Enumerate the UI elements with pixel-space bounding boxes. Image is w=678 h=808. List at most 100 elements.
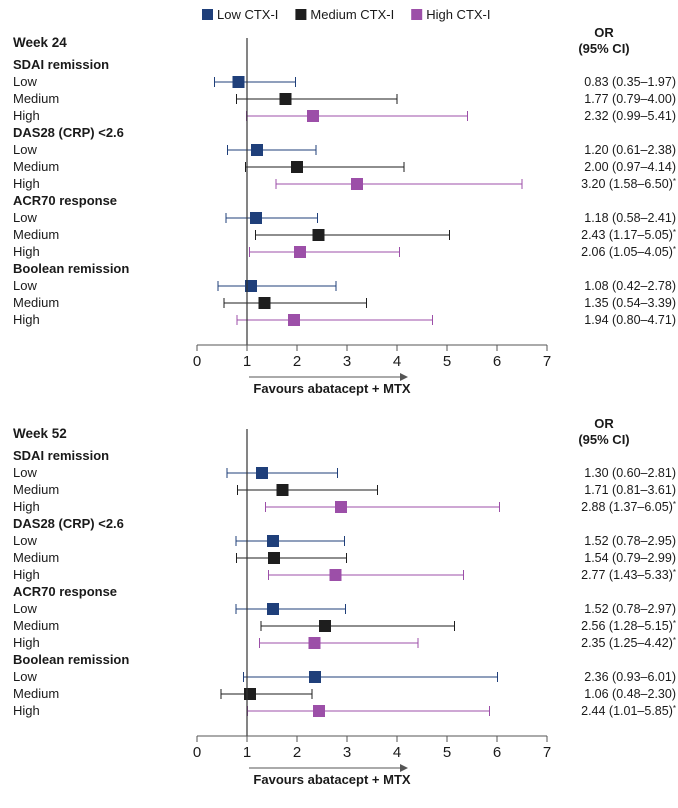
row-label: Medium	[13, 295, 59, 310]
point-estimate	[267, 603, 279, 615]
row-label: Low	[13, 601, 37, 616]
point-estimate	[232, 76, 245, 88]
point-estimate	[294, 246, 306, 258]
x-tick-label: 0	[193, 353, 201, 370]
legend-label: Low CTX-I	[217, 7, 278, 22]
group-label: SDAI remission	[13, 448, 109, 463]
x-tick-label: 1	[243, 744, 251, 761]
point-estimate	[267, 535, 279, 547]
legend-swatch	[295, 9, 307, 20]
forest-row: Medium 1.77 (0.79–4.00)	[13, 91, 676, 106]
legend-item: Medium CTX-I	[295, 7, 394, 22]
forest-row: High 1.94 (0.80–4.71)	[13, 312, 676, 327]
forest-row: Medium 1.35 (0.54–3.39)	[13, 295, 676, 310]
forest-row: Low 1.52 (0.78–2.97)	[13, 601, 676, 616]
x-tick-label: 1	[243, 353, 251, 370]
or-value: 1.52 (0.78–2.97)	[584, 602, 676, 616]
forest-row: High 2.77 (1.43–5.33)*	[13, 567, 676, 582]
significance-marker: *	[673, 177, 676, 186]
x-tick-label: 6	[493, 353, 501, 370]
row-label: High	[13, 567, 40, 582]
or-value: 1.18 (0.58–2.41)	[584, 211, 676, 225]
point-estimate	[250, 212, 262, 224]
significance-marker: *	[673, 636, 676, 645]
point-estimate	[279, 93, 292, 105]
or-value: 2.06 (1.05–4.05)*	[581, 245, 676, 260]
x-tick-label: 6	[493, 744, 501, 761]
row-label: Medium	[13, 686, 59, 701]
row-label: Medium	[13, 227, 59, 242]
row-label: Low	[13, 533, 37, 548]
x-tick-label: 4	[393, 744, 401, 761]
or-header: OR	[594, 25, 614, 40]
row-label: High	[13, 499, 40, 514]
or-value: 2.00 (0.97–4.14)	[584, 160, 676, 174]
row-label: Low	[13, 669, 37, 684]
group-label: ACR70 response	[13, 193, 117, 208]
ci-header: (95% CI)	[578, 41, 629, 56]
point-estimate	[308, 637, 321, 649]
ci-header: (95% CI)	[578, 432, 629, 447]
row-label: Low	[13, 278, 37, 293]
or-value: 2.56 (1.28–5.15)*	[581, 619, 676, 634]
significance-marker: *	[673, 568, 676, 577]
x-tick-label: 7	[543, 744, 551, 761]
row-label: Medium	[13, 91, 59, 106]
or-value: 1.54 (0.79–2.99)	[584, 551, 676, 565]
panel-title: Week 24	[13, 35, 67, 50]
forest-row: Medium 1.71 (0.81–3.61)	[13, 482, 676, 497]
group-label: ACR70 response	[13, 584, 117, 599]
row-label: High	[13, 244, 40, 259]
group-label: Boolean remission	[13, 261, 129, 276]
forest-row: Low 1.20 (0.61–2.38)	[13, 142, 676, 157]
point-estimate	[351, 178, 363, 190]
or-value: 2.35 (1.25–4.42)*	[581, 636, 676, 651]
row-label: Low	[13, 142, 37, 157]
or-value: 0.83 (0.35–1.97)	[584, 75, 676, 89]
row-label: High	[13, 176, 40, 191]
point-estimate	[258, 297, 271, 309]
forest-row: Low 1.18 (0.58–2.41)	[13, 210, 676, 225]
row-label: High	[13, 312, 40, 327]
row-label: High	[13, 635, 40, 650]
x-tick-label: 5	[443, 353, 451, 370]
point-estimate	[256, 467, 268, 479]
or-value: 1.35 (0.54–3.39)	[584, 296, 676, 310]
x-tick-label: 0	[193, 744, 201, 761]
point-estimate	[307, 110, 319, 122]
forest-row: High 2.32 (0.99–5.41)	[13, 108, 676, 123]
row-label: Medium	[13, 159, 59, 174]
significance-marker: *	[673, 704, 676, 713]
forest-row: Medium 1.06 (0.48–2.30)	[13, 686, 676, 701]
forest-panel: Week 24 OR(95% CI) SDAI remission Low 0.83 (…	[13, 25, 676, 396]
point-estimate	[329, 569, 342, 581]
x-tick-label: 3	[343, 744, 351, 761]
forest-row: Medium 2.00 (0.97–4.14)	[13, 159, 676, 174]
legend-swatch	[202, 9, 213, 20]
significance-marker: *	[673, 228, 676, 237]
forest-row: High 2.35 (1.25–4.42)*	[13, 635, 676, 650]
legend-swatch	[411, 9, 423, 20]
or-header: OR	[594, 416, 614, 431]
x-axis-label: Favours abatacept + MTX	[253, 772, 410, 787]
forest-row: Low 1.08 (0.42–2.78)	[13, 278, 676, 293]
forest-row: High 2.88 (1.37–6.05)*	[13, 499, 676, 514]
row-label: Medium	[13, 618, 59, 633]
x-axis: 0 1 2 3 4 5 6 7 Favours abatacept + MTX	[193, 735, 551, 787]
or-value: 3.20 (1.58–6.50)*	[581, 177, 676, 192]
point-estimate	[276, 484, 289, 496]
point-estimate	[244, 688, 256, 700]
legend-item: Low CTX-I	[202, 7, 278, 22]
or-value: 2.32 (0.99–5.41)	[584, 109, 676, 123]
point-estimate	[245, 280, 257, 292]
point-estimate	[309, 671, 321, 683]
or-value: 1.08 (0.42–2.78)	[584, 279, 676, 293]
point-estimate	[313, 705, 325, 717]
or-value: 1.94 (0.80–4.71)	[584, 313, 676, 327]
point-estimate	[288, 314, 300, 326]
or-value: 1.30 (0.60–2.81)	[584, 466, 676, 480]
or-value: 1.52 (0.78–2.95)	[584, 534, 676, 548]
significance-marker: *	[673, 619, 676, 628]
